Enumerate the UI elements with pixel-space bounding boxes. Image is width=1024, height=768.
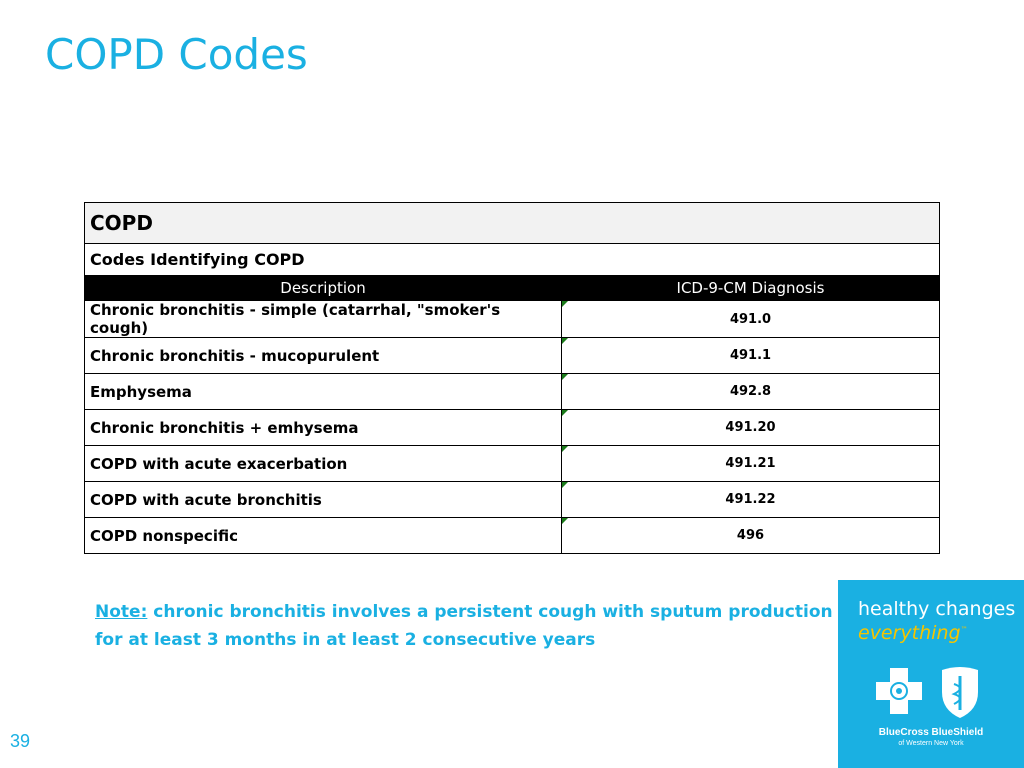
blue-shield-logo-icon: [942, 667, 978, 718]
table-subheader-row: Codes Identifying COPD: [84, 243, 940, 276]
column-header-description: Description: [84, 275, 562, 301]
row-description: COPD with acute exacerbation: [84, 445, 562, 482]
tagline-word: everything: [858, 622, 961, 644]
row-code-cell: 496: [561, 517, 940, 554]
row-code: 491.22: [725, 492, 776, 507]
row-code-cell: 491.1: [561, 337, 940, 374]
row-code-cell: 491.0: [561, 300, 940, 338]
row-code: 491.1: [729, 348, 772, 363]
note-paragraph: Note: chronic bronchitis involves a pers…: [95, 598, 835, 654]
tagline-line-2: everything™: [858, 622, 968, 644]
bcbs-name: BlueCross BlueShield: [878, 727, 984, 738]
tagline-line-1: healthy changes: [858, 598, 1016, 620]
table-row: Emphysema 492.8: [84, 373, 940, 410]
note-label: Note:: [95, 602, 148, 622]
row-code: 491.21: [725, 456, 776, 471]
row-code-cell: 491.22: [561, 481, 940, 518]
error-indicator-icon: [562, 410, 568, 416]
table-row: Chronic bronchitis + emhysema 491.20: [84, 409, 940, 446]
row-description: COPD with acute bronchitis: [84, 481, 562, 518]
row-description: Chronic bronchitis + emhysema: [84, 409, 562, 446]
table-row: Chronic bronchitis - simple (catarrhal, …: [84, 300, 940, 338]
row-code: 491.20: [725, 420, 776, 435]
row-description: Chronic bronchitis - mucopurulent: [84, 337, 562, 374]
slide-title: COPD Codes: [45, 30, 308, 79]
table-row: COPD with acute exacerbation 491.21: [84, 445, 940, 482]
copd-codes-table: COPD Codes Identifying COPD Description …: [84, 202, 940, 554]
table-row: COPD nonspecific 496: [84, 517, 940, 554]
bcbs-region: of Western New York: [898, 740, 964, 747]
row-code: 496: [736, 528, 765, 543]
error-indicator-icon: [562, 482, 568, 488]
row-code: 491.0: [729, 311, 772, 327]
error-indicator-icon: [562, 374, 568, 380]
row-description: COPD nonspecific: [84, 517, 562, 554]
row-code-cell: 491.20: [561, 409, 940, 446]
trademark-mark: ™: [960, 625, 968, 634]
error-indicator-icon: [562, 338, 568, 344]
page-number: 39: [10, 731, 31, 751]
row-description: Emphysema: [84, 373, 562, 410]
row-code-cell: 492.8: [561, 373, 940, 410]
note-text: chronic bronchitis involves a persistent…: [95, 602, 833, 650]
table-header: COPD: [84, 202, 940, 244]
error-indicator-icon: [562, 518, 568, 524]
row-description: Chronic bronchitis - simple (catarrhal, …: [84, 300, 562, 338]
error-indicator-icon: [562, 301, 568, 307]
brand-panel: healthy changes everything™ BlueCross Bl…: [838, 580, 1024, 768]
column-header-row: Description ICD-9-CM Diagnosis: [84, 275, 940, 301]
row-code-cell: 491.21: [561, 445, 940, 482]
bcbs-logos: [876, 667, 978, 718]
error-indicator-icon: [562, 446, 568, 452]
table-subheader: Codes Identifying COPD: [84, 243, 940, 276]
table-row: Chronic bronchitis - mucopurulent 491.1: [84, 337, 940, 374]
blue-cross-logo-icon: [876, 668, 922, 714]
table-row: COPD with acute bronchitis 491.22: [84, 481, 940, 518]
column-header-code: ICD-9-CM Diagnosis: [561, 275, 940, 301]
row-code: 492.8: [729, 384, 772, 399]
table-header-row: COPD: [84, 202, 940, 244]
